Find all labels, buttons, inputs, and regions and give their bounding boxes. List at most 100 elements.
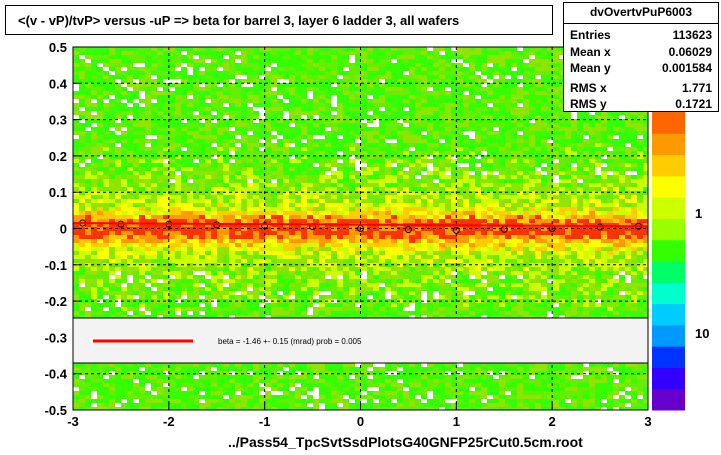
- heatmap-cell: [157, 59, 163, 63]
- heatmap-cell: [265, 303, 271, 307]
- heatmap-cell: [199, 103, 205, 107]
- heatmap-cell: [535, 99, 541, 103]
- heatmap-cell: [397, 235, 403, 239]
- heatmap-cell: [547, 91, 553, 95]
- heatmap-cell: [427, 235, 433, 239]
- heatmap-cell: [289, 115, 295, 119]
- heatmap-cell: [499, 139, 505, 143]
- heatmap-cell: [139, 91, 145, 95]
- heatmap-cell: [367, 283, 373, 287]
- heatmap-cell: [313, 195, 319, 199]
- heatmap-cell: [535, 247, 541, 251]
- heatmap-cell: [181, 67, 187, 71]
- heatmap-cell: [295, 83, 301, 87]
- heatmap-cell: [493, 127, 499, 131]
- heatmap-cell: [439, 191, 445, 195]
- heatmap-cell: [595, 259, 601, 263]
- heatmap-cell: [535, 219, 541, 223]
- heatmap-cell: [247, 295, 253, 299]
- heatmap-cell: [133, 135, 139, 139]
- heatmap-cell: [397, 67, 403, 71]
- heatmap-cell: [457, 207, 463, 211]
- heatmap-cell: [163, 183, 169, 187]
- heatmap-cell: [103, 139, 109, 143]
- heatmap-cell: [85, 243, 91, 247]
- heatmap-cell: [91, 223, 97, 227]
- heatmap-cell: [241, 171, 247, 175]
- heatmap-cell: [211, 231, 217, 235]
- heatmap-cell: [79, 147, 85, 151]
- heatmap-cell: [481, 155, 487, 159]
- heatmap-cell: [529, 191, 535, 195]
- heatmap-cell: [613, 211, 619, 215]
- heatmap-cell: [499, 143, 505, 147]
- heatmap-cell: [331, 187, 337, 191]
- heatmap-cell: [559, 183, 565, 187]
- heatmap-cell: [415, 179, 421, 183]
- heatmap-cell: [409, 51, 415, 55]
- heatmap-cell: [457, 211, 463, 215]
- heatmap-cell: [553, 191, 559, 195]
- heatmap-cell: [205, 275, 211, 279]
- heatmap-cell: [541, 199, 547, 203]
- heatmap-cell: [499, 211, 505, 215]
- heatmap-cell: [79, 143, 85, 147]
- heatmap-cell: [403, 211, 409, 215]
- heatmap-cell: [529, 47, 535, 51]
- heatmap-cell: [619, 243, 625, 247]
- heatmap-cell: [559, 131, 565, 135]
- heatmap-cell: [91, 83, 97, 87]
- heatmap-cell: [481, 51, 487, 55]
- heatmap-cell: [133, 279, 139, 283]
- heatmap-cell: [313, 295, 319, 299]
- heatmap-cell: [187, 127, 193, 131]
- heatmap-cell: [637, 143, 643, 147]
- heatmap-cell: [355, 139, 361, 143]
- heatmap-cell: [427, 99, 433, 103]
- heatmap-cell: [553, 207, 559, 211]
- heatmap-cell: [235, 231, 241, 235]
- heatmap-cell: [301, 251, 307, 255]
- heatmap-cell: [73, 91, 79, 95]
- heatmap-cell: [469, 159, 475, 163]
- heatmap-cell: [523, 115, 529, 119]
- heatmap-cell: [589, 183, 595, 187]
- heatmap-cell: [553, 291, 559, 295]
- heatmap-cell: [235, 207, 241, 211]
- heatmap-cell: [265, 167, 271, 171]
- heatmap-cell: [133, 187, 139, 191]
- heatmap-cell: [169, 83, 175, 87]
- heatmap-cell: [331, 195, 337, 199]
- heatmap-cell: [469, 199, 475, 203]
- heatmap-cell: [463, 283, 469, 287]
- heatmap-cell: [439, 175, 445, 179]
- heatmap-cell: [331, 103, 337, 107]
- heatmap-cell: [181, 55, 187, 59]
- heatmap-cell: [295, 195, 301, 199]
- heatmap-cell: [307, 279, 313, 283]
- heatmap-cell: [619, 127, 625, 131]
- heatmap-cell: [109, 83, 115, 87]
- heatmap-cell: [517, 239, 523, 243]
- heatmap-cell: [313, 151, 319, 155]
- heatmap-cell: [325, 67, 331, 71]
- heatmap-cell: [559, 63, 565, 67]
- heatmap-cell: [505, 119, 511, 123]
- heatmap-cell: [115, 303, 121, 307]
- heatmap-cell: [349, 243, 355, 247]
- heatmap-cell: [277, 195, 283, 199]
- heatmap-cell: [619, 219, 625, 223]
- heatmap-cell: [463, 63, 469, 67]
- heatmap-cell: [283, 303, 289, 307]
- heatmap-cell: [469, 95, 475, 99]
- heatmap-cell: [295, 143, 301, 147]
- heatmap-cell: [577, 135, 583, 139]
- heatmap-cell: [115, 203, 121, 207]
- heatmap-cell: [325, 239, 331, 243]
- heatmap-cell: [145, 247, 151, 251]
- heatmap-cell: [571, 135, 577, 139]
- heatmap-cell: [583, 195, 589, 199]
- heatmap-cell: [259, 255, 265, 259]
- heatmap-cell: [577, 287, 583, 291]
- heatmap-cell: [373, 307, 379, 311]
